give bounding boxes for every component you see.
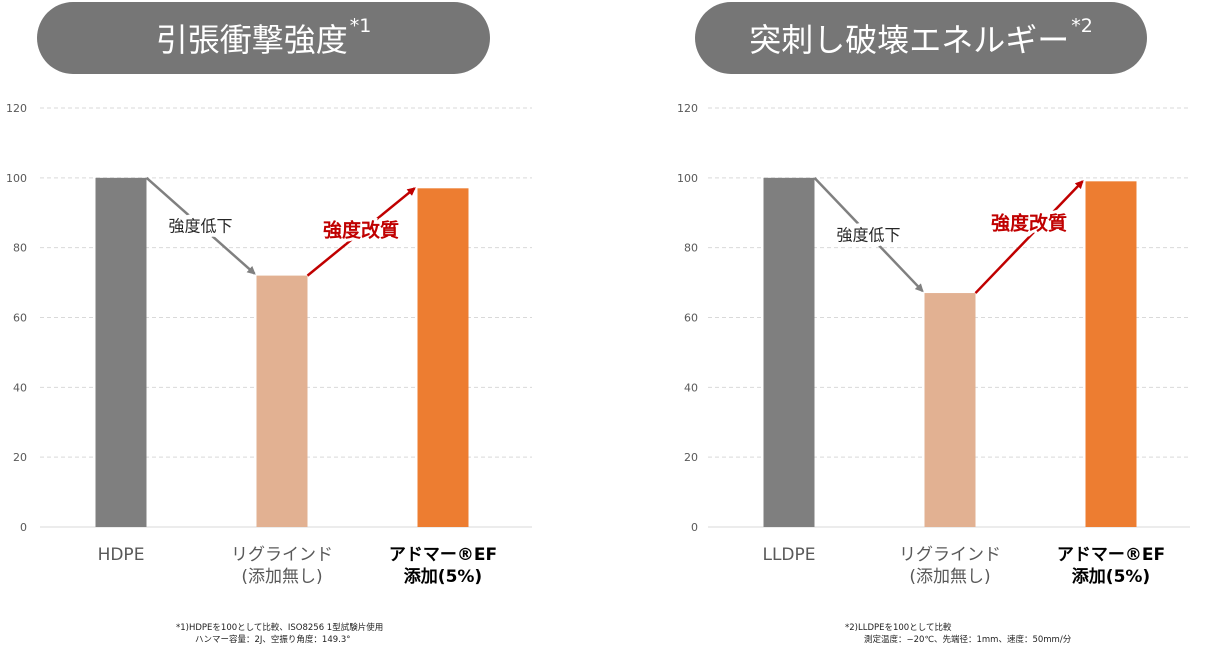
x-tick-label-line: リグラインド (231, 545, 333, 565)
chart-title-pill: 引張衝撃強度 *1 (37, 2, 490, 74)
x-tick-label-line: HDPE (98, 545, 145, 565)
y-tick-label: 100 (6, 172, 27, 185)
y-tick-label: 40 (684, 381, 698, 394)
chart-title-pill: 突刺し破壊エネルギー *2 (695, 2, 1147, 74)
y-tick-label: 0 (691, 521, 698, 534)
footnote-line-2: 測定温度：−20℃、先端径：1mm、速度：50mm/分 (864, 635, 1072, 645)
footnote-line-1: *2)LLDPEを100として比較 (845, 623, 952, 633)
bar (417, 188, 469, 527)
annotation-strength-improvement: 強度改質 (323, 218, 399, 241)
bar (763, 177, 815, 528)
x-tick-label-line: リグラインド (899, 545, 1001, 565)
x-tick-label-line: アドマー®EF (389, 545, 497, 565)
x-tick-label: アドマー®EF 添加(5%) (389, 545, 497, 587)
y-tick-label: 80 (13, 242, 27, 255)
footnote: *1)HDPEを100として比較、ISO8256 1型試験片使用 ハンマー容量：… (176, 622, 383, 646)
y-tick-label: 120 (677, 102, 698, 115)
y-tick-label: 20 (13, 451, 27, 464)
decline-arrow (813, 176, 924, 293)
annotation-strength-improvement: 強度改質 (991, 211, 1067, 234)
y-tick-label: 40 (13, 381, 27, 394)
y-tick-label: 120 (6, 102, 27, 115)
chart-title-footnote-mark: *2 (1071, 15, 1093, 37)
x-tick-label: リグラインド(添加無し) (899, 545, 1001, 587)
bar (1085, 181, 1137, 527)
y-tick-label: 0 (20, 521, 27, 534)
x-tick-label: HDPE (98, 545, 145, 565)
x-tick-label-line: 添加(5%) (1072, 566, 1150, 587)
chart-title: 突刺し破壊エネルギー (749, 21, 1070, 59)
annotation-strength-decrease: 強度低下 (168, 217, 232, 236)
footnote-line-1: *1)HDPEを100として比較、ISO8256 1型試験片使用 (176, 623, 384, 633)
improvement-arrow (974, 180, 1084, 294)
chart-title: 引張衝撃強度 (155, 21, 348, 59)
decline-arrow (145, 176, 256, 275)
x-tick-label-line: アドマー®EF (1057, 545, 1165, 565)
x-tick-label-line: LLDPE (762, 545, 815, 565)
x-tick-label-line: 添加(5%) (404, 566, 482, 587)
x-tick-label: アドマー®EF 添加(5%) (1057, 545, 1165, 587)
bar (256, 275, 308, 527)
y-tick-label: 100 (677, 172, 698, 185)
chart-panel-puncture-energy: 突刺し破壊エネルギー *2 0 20 40 60 80 100 120 LLDPE リグラインド(… (612, 0, 1223, 655)
y-tick-label: 20 (684, 451, 698, 464)
x-tick-label: LLDPE (762, 545, 815, 565)
improvement-arrow (306, 187, 416, 277)
x-tick-label-line: (添加無し) (241, 567, 322, 587)
bar-chart: 0 20 40 60 80 100 120 HDPE リグラインド(添加無し) アドマー®EF 添加… (6, 102, 532, 587)
x-tick-label: リグラインド(添加無し) (231, 545, 333, 587)
chart-panel-tensile-impact: 引張衝撃強度 *1 0 20 40 60 80 100 120 HDPE リグラインド(添加無し)… (6, 2, 532, 646)
bar-chart: 0 20 40 60 80 100 120 LLDPE リグラインド(添加無し) アドマー®EF 添… (677, 102, 1190, 587)
annotation-strength-decrease: 強度低下 (836, 225, 900, 244)
x-tick-label-line: (添加無し) (909, 567, 990, 587)
bar (924, 293, 976, 527)
y-tick-label: 60 (684, 312, 698, 325)
footnote-line-2: ハンマー容量：2J、空振り角度：149.3° (195, 635, 351, 645)
y-tick-label: 60 (13, 312, 27, 325)
y-tick-label: 80 (684, 242, 698, 255)
chart-title-footnote-mark: *1 (349, 15, 372, 37)
footnote: *2)LLDPEを100として比較 測定温度：−20℃、先端径：1mm、速度：5… (845, 622, 1071, 646)
bar (95, 177, 147, 528)
